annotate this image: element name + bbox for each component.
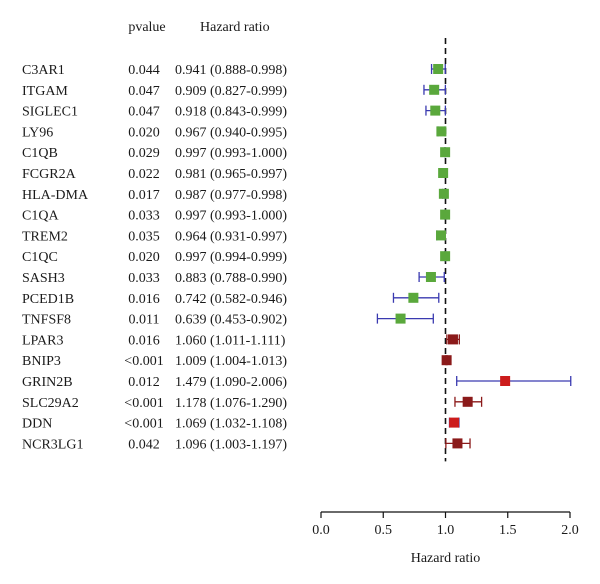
x-tick-label: 0.0: [312, 523, 330, 538]
hr-point: [438, 168, 449, 178]
hr-point: [440, 147, 451, 158]
pvalue-value: 0.020: [128, 125, 160, 140]
hr-ci-text: 0.742 (0.582-0.946): [175, 292, 287, 307]
gene-label: C1QC: [22, 250, 58, 265]
x-tick-label: 1.5: [499, 523, 517, 538]
gene-label: SASH3: [22, 271, 65, 286]
gene-label: DDN: [22, 417, 52, 432]
hr-point: [441, 355, 452, 366]
gene-label: LY96: [22, 125, 53, 140]
x-tick-label: 0.5: [375, 523, 393, 538]
gene-label: C1QA: [22, 209, 59, 224]
x-axis-label: Hazard ratio: [411, 551, 481, 566]
hr-point: [462, 396, 473, 407]
hr-ci-text: 0.997 (0.994-0.999): [175, 250, 287, 265]
pvalue-value: <0.001: [124, 417, 163, 432]
gene-label: BNIP3: [22, 354, 61, 369]
hr-point: [395, 313, 406, 324]
hr-ci-text: 0.639 (0.453-0.902): [175, 313, 287, 328]
gene-label: PCED1B: [22, 292, 74, 307]
hr-ci-text: 0.987 (0.977-0.998): [175, 188, 287, 203]
pvalue-value: 0.033: [128, 209, 160, 224]
hr-point: [452, 438, 463, 449]
hr-ci-text: 0.981 (0.965-0.997): [175, 167, 287, 182]
gene-label: TREM2: [22, 229, 68, 244]
gene-label: TNFSF8: [22, 313, 71, 328]
hr-point: [436, 230, 447, 241]
hr-point: [447, 334, 458, 345]
hr-point: [436, 126, 447, 137]
hr-ci-text: 0.883 (0.788-0.990): [175, 271, 287, 286]
pvalue-value: 0.012: [128, 375, 160, 390]
gene-label: SLC29A2: [22, 396, 79, 411]
gene-label: NCR3LG1: [22, 437, 83, 452]
gene-label: HLA-DMA: [22, 188, 89, 203]
forest-plot-area: 0.0 0.5 1.0 1.5 2.0 Hazard ratio: [312, 38, 579, 566]
hr-ci-text: 1.479 (1.090-2.006): [175, 375, 287, 390]
gene-label: ITGAM: [22, 84, 68, 99]
hr-ci-text: 0.941 (0.888-0.998): [175, 63, 287, 78]
hr-point: [449, 417, 460, 428]
hazard-ratio-header: Hazard ratio: [200, 20, 270, 35]
hr-ci-text: 0.997 (0.993-1.000): [175, 209, 287, 224]
gene-label: LPAR3: [22, 333, 64, 348]
pvalue-value: 0.042: [128, 437, 160, 452]
gene-label: C3AR1: [22, 63, 65, 78]
x-tick-label: 1.0: [437, 523, 455, 538]
gene-label: FCGR2A: [22, 167, 77, 182]
pvalue-header: pvalue: [128, 20, 165, 35]
forest-table: pvalue Hazard ratio C3AR1 0.044 0.941 (0.888…: [22, 20, 287, 452]
hr-ci-text: 1.096 (1.003-1.197): [175, 437, 287, 452]
hr-point: [440, 251, 451, 262]
hr-point: [429, 84, 440, 95]
gene-label: C1QB: [22, 146, 58, 161]
pvalue-value: 0.020: [128, 250, 160, 265]
hr-ci-text: 0.997 (0.993-1.000): [175, 146, 287, 161]
pvalue-value: 0.017: [128, 188, 160, 203]
hr-point: [430, 105, 441, 116]
pvalue-value: 0.047: [128, 105, 160, 120]
pvalue-value: 0.035: [128, 229, 160, 244]
pvalue-value: <0.001: [124, 354, 163, 369]
hr-point: [408, 292, 419, 303]
hr-ci-text: 0.909 (0.827-0.999): [175, 84, 287, 99]
hr-point: [500, 376, 511, 386]
pvalue-value: 0.016: [128, 333, 160, 348]
hr-ci-text: 1.060 (1.011-1.111): [175, 333, 286, 348]
pvalue-value: 0.016: [128, 292, 160, 307]
hr-ci-text: 0.918 (0.843-0.999): [175, 105, 287, 120]
pvalue-value: 0.033: [128, 271, 160, 286]
hr-point: [425, 272, 436, 282]
hr-point: [438, 188, 449, 199]
hr-ci-text: 1.009 (1.004-1.013): [175, 354, 287, 369]
pvalue-value: 0.044: [128, 63, 160, 78]
pvalue-value: <0.001: [124, 396, 163, 411]
pvalue-value: 0.011: [129, 313, 160, 328]
hr-point: [433, 64, 444, 74]
hr-ci-text: 1.178 (1.076-1.290): [175, 396, 287, 411]
pvalue-value: 0.047: [128, 84, 160, 99]
pvalue-value: 0.022: [128, 167, 160, 182]
hr-ci-text: 0.964 (0.931-0.997): [175, 229, 287, 244]
gene-label: GRIN2B: [22, 375, 73, 390]
pvalue-value: 0.029: [128, 146, 160, 161]
gene-label: SIGLEC1: [22, 105, 78, 120]
x-tick-label: 2.0: [561, 523, 579, 538]
hr-ci-text: 0.967 (0.940-0.995): [175, 125, 287, 140]
hr-point: [440, 209, 451, 220]
hr-ci-text: 1.069 (1.032-1.108): [175, 417, 287, 432]
